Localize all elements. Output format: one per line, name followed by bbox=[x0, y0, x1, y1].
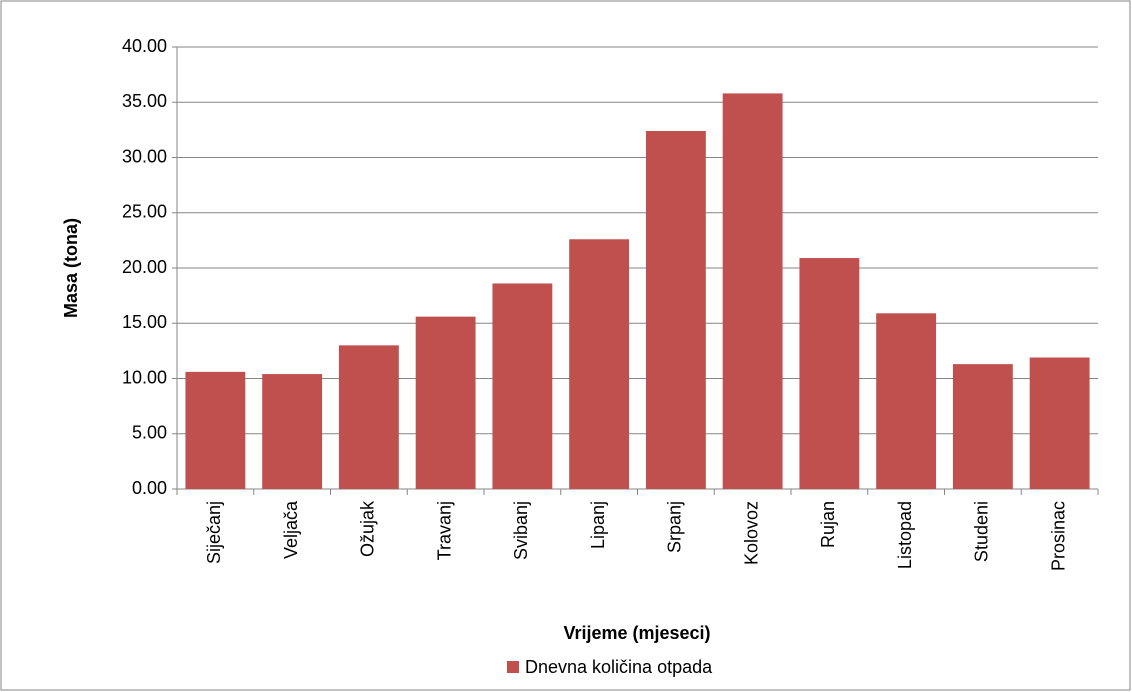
x-tick-label: Travanj bbox=[434, 501, 454, 560]
bar bbox=[185, 371, 246, 489]
bar bbox=[492, 283, 553, 489]
bar bbox=[799, 258, 860, 489]
x-tick-label: Rujan bbox=[818, 501, 838, 548]
y-tick-label: 20.00 bbox=[122, 257, 167, 277]
legend-label: Dnevna količina otpada bbox=[525, 657, 713, 677]
x-tick-label: Prosinac bbox=[1048, 501, 1068, 571]
bar bbox=[722, 93, 783, 489]
y-tick-label: 5.00 bbox=[132, 423, 167, 443]
x-tick-label: Studeni bbox=[972, 501, 992, 562]
x-tick-label: Kolovoz bbox=[741, 501, 761, 565]
x-axis-label: Vrijeme (mjeseci) bbox=[563, 623, 710, 643]
bar bbox=[338, 345, 399, 489]
x-tick-label: Veljača bbox=[281, 500, 301, 559]
bar bbox=[415, 316, 476, 489]
y-tick-label: 15.00 bbox=[122, 312, 167, 332]
x-tick-label: Lipanj bbox=[588, 501, 608, 549]
y-tick-label: 35.00 bbox=[122, 91, 167, 111]
x-tick-label: Listopad bbox=[895, 501, 915, 569]
bar bbox=[952, 364, 1013, 489]
bar bbox=[569, 239, 630, 489]
legend-swatch bbox=[507, 661, 519, 673]
bar bbox=[876, 313, 937, 489]
y-tick-label: 10.00 bbox=[122, 367, 167, 387]
y-tick-label: 40.00 bbox=[122, 36, 167, 56]
bar bbox=[1029, 357, 1090, 489]
x-tick-label: Svibanj bbox=[511, 501, 531, 560]
y-tick-label: 25.00 bbox=[122, 202, 167, 222]
y-axis-label: Masa (tona) bbox=[61, 218, 81, 318]
x-tick-label: Siječanj bbox=[204, 501, 224, 564]
bar bbox=[645, 130, 706, 490]
y-tick-label: 0.00 bbox=[132, 478, 167, 498]
y-tick-label: 30.00 bbox=[122, 146, 167, 166]
bar bbox=[262, 374, 323, 489]
x-tick-label: Ožujak bbox=[358, 500, 378, 557]
x-tick-label: Srpanj bbox=[665, 501, 685, 553]
